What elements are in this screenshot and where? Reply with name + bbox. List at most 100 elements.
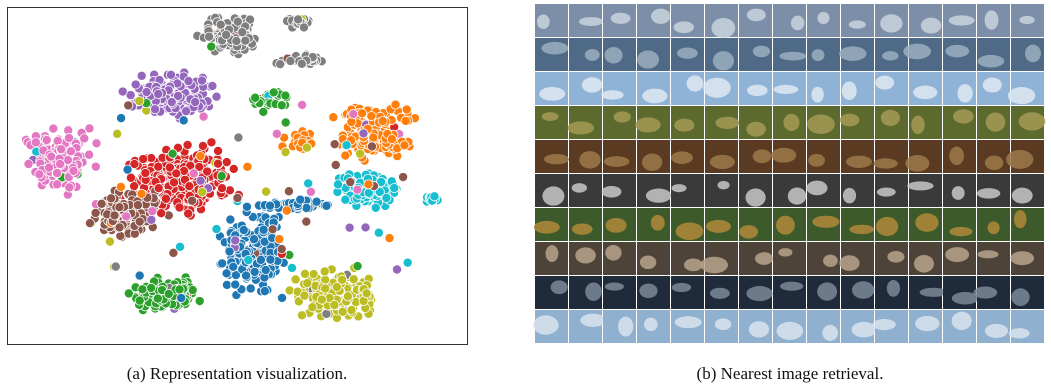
thumbnail-subject: [541, 41, 569, 55]
thumbnail: [807, 72, 840, 105]
thumbnail-subject: [748, 321, 770, 338]
point: [311, 196, 322, 207]
point: [213, 145, 224, 156]
point: [221, 268, 232, 279]
point: [305, 186, 316, 197]
point: [398, 172, 409, 183]
thumbnail-subject: [817, 11, 830, 25]
point: [175, 241, 186, 252]
thumbnail-subject: [920, 17, 942, 34]
point: [319, 266, 330, 277]
point: [286, 262, 297, 273]
point: [280, 117, 291, 128]
point: [276, 244, 287, 255]
point: [195, 151, 206, 162]
point: [48, 123, 59, 134]
point: [213, 158, 224, 169]
thumbnail-subject: [541, 112, 559, 121]
point: [211, 224, 222, 235]
point: [301, 142, 312, 153]
point: [84, 218, 95, 229]
thumbnail-subject: [604, 46, 623, 64]
point: [165, 69, 176, 80]
point: [79, 133, 90, 144]
point: [137, 284, 148, 295]
point: [329, 299, 340, 310]
point: [197, 140, 208, 151]
thumbnail-subject: [839, 46, 867, 61]
thumbnail-subject: [703, 77, 731, 98]
point: [215, 19, 226, 30]
point: [55, 158, 66, 169]
thumbnail: [773, 276, 806, 309]
point: [242, 161, 253, 172]
thumbnail-subject: [637, 50, 659, 69]
thumbnail-subject: [845, 155, 872, 168]
point: [271, 128, 282, 139]
thumbnail-subject: [985, 112, 1006, 132]
thumbnail: [535, 106, 568, 139]
thumbnail-subject: [1006, 149, 1034, 169]
point: [114, 222, 125, 233]
caption: (b) Nearest image retrieval.: [696, 364, 884, 383]
thumbnail-subject: [712, 51, 734, 71]
point: [84, 123, 95, 134]
point: [104, 236, 115, 247]
point: [195, 175, 206, 186]
point: [211, 91, 222, 102]
thumbnail-subject: [778, 248, 793, 257]
point: [368, 132, 379, 143]
thumbnail-subject: [674, 316, 702, 329]
thumbnail-subject: [984, 155, 1004, 171]
point: [134, 95, 145, 106]
point: [153, 89, 164, 100]
thumbnail-subject: [953, 109, 974, 124]
point: [84, 149, 95, 160]
point: [274, 234, 285, 245]
thumbnail-subject: [812, 215, 840, 228]
thumbnail-subject: [539, 86, 566, 101]
thumbnail-subject: [1010, 251, 1035, 266]
point: [56, 144, 67, 155]
point: [206, 137, 217, 148]
thumbnail-subject: [973, 286, 998, 299]
point: [23, 158, 34, 169]
point: [300, 268, 311, 279]
thumbnail-subject: [977, 250, 999, 259]
point: [115, 181, 126, 192]
thumbnail-subject: [601, 90, 624, 100]
point: [297, 99, 308, 110]
thumbnail-subject: [533, 315, 559, 335]
thumbnail-subject: [907, 181, 934, 191]
point: [136, 188, 147, 199]
point: [96, 198, 107, 209]
thumbnail-subject: [841, 81, 857, 101]
point: [232, 16, 243, 27]
point: [30, 137, 41, 148]
thumbnail-subject: [957, 84, 973, 103]
thumbnail: [671, 242, 704, 275]
point: [184, 181, 195, 192]
point: [114, 202, 125, 213]
thumbnail-subject: [651, 8, 671, 24]
point: [181, 106, 192, 117]
thumbnail-subject: [951, 186, 965, 200]
thumbnail-subject: [790, 15, 805, 31]
thumbnail-subject: [945, 44, 970, 58]
thumbnail-subject: [578, 17, 604, 27]
point: [307, 302, 318, 313]
point: [206, 41, 217, 52]
point: [340, 194, 351, 205]
thumbnail-subject: [771, 147, 797, 163]
thumbnail-subject: [639, 283, 658, 299]
thumbnail-subject: [851, 321, 877, 338]
thumbnail-subject: [887, 250, 905, 263]
thumbnail-subject: [811, 86, 824, 103]
point: [389, 183, 400, 194]
thumbnail-subject: [752, 149, 772, 164]
point: [363, 179, 374, 190]
point: [134, 295, 145, 306]
thumbnail-subject: [746, 286, 773, 302]
point: [116, 113, 127, 124]
